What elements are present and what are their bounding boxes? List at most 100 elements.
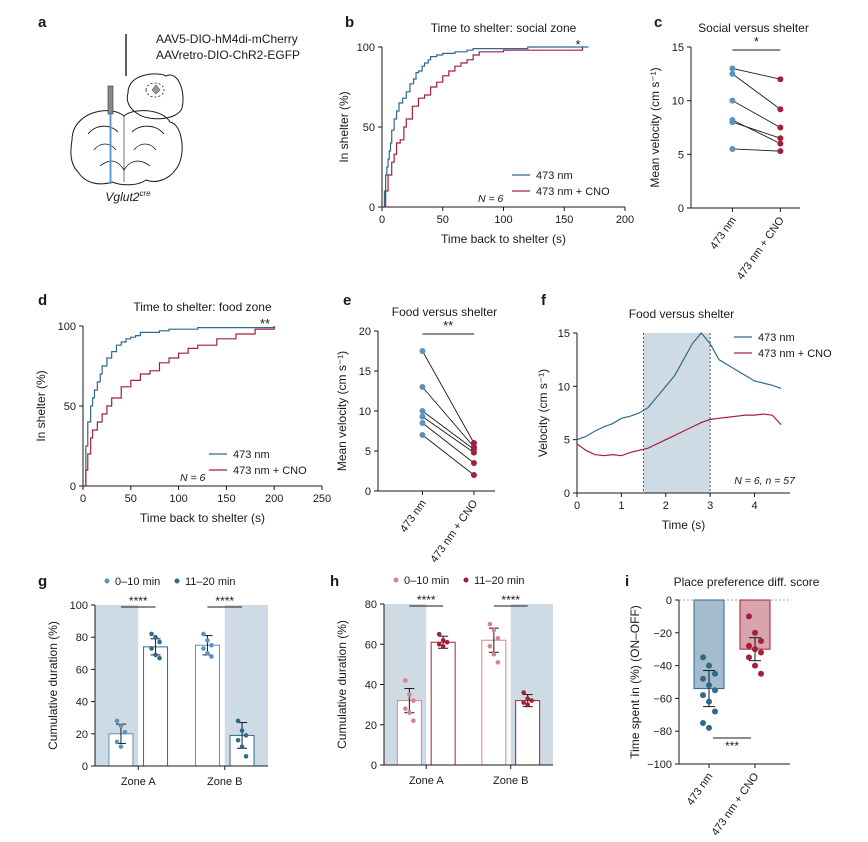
- data-point: [239, 744, 245, 749]
- legend-label: 473 nm: [758, 332, 795, 344]
- legend-label: 473 nm + CNO: [758, 348, 832, 360]
- x-tick-label: 250: [313, 493, 331, 505]
- data-point: [403, 678, 408, 683]
- legend-label: 473 nm + CNO: [536, 186, 610, 198]
- point-473nm: [419, 384, 426, 390]
- data-point: [525, 696, 530, 701]
- data-point: [243, 754, 249, 759]
- data-point: [712, 708, 718, 715]
- brain-outline: [70, 110, 183, 186]
- data-point: [712, 687, 718, 694]
- data-point: [746, 613, 752, 620]
- x-category-label: 473 nm: [685, 771, 716, 808]
- x-tick-label: 200: [265, 493, 283, 505]
- panel-letter-d: d: [38, 292, 47, 309]
- panel-g: g 0–10 min 11–20 min **** Zone A **** Zone B 0 2…: [38, 573, 268, 788]
- data-point: [149, 631, 154, 637]
- data-point: [758, 638, 764, 644]
- point-473nm: [729, 116, 736, 123]
- panel-letter-h: h: [330, 573, 339, 590]
- virus-label-1: AAV5-DIO-hM4di-mCherry: [156, 32, 298, 46]
- chart-title: Time to shelter: social zone: [431, 21, 577, 35]
- data-point: [205, 651, 210, 656]
- y-tick-label: −40: [653, 661, 672, 673]
- y-tick-label: 10: [558, 381, 570, 393]
- y-axis-label: Velocity (cm s⁻¹): [536, 369, 550, 457]
- pair-line: [422, 410, 475, 450]
- y-axis-label: Time spent in (%) (ON–OFF): [628, 605, 642, 759]
- data-point: [706, 682, 712, 689]
- y-tick-label: 10: [672, 96, 684, 108]
- y-tick-label: 80: [365, 599, 377, 611]
- y-axis-label: Mean velocity (cm s⁻¹): [648, 67, 662, 187]
- panel-letter-b: b: [345, 14, 354, 31]
- y-tick-label: −20: [653, 628, 672, 640]
- significance-marker: **: [443, 318, 453, 333]
- data-point: [700, 654, 706, 661]
- pair-line: [732, 68, 781, 80]
- point-cno: [470, 472, 477, 478]
- point-cno: [470, 460, 477, 466]
- x-tick-label: 100: [494, 214, 512, 226]
- y-tick-label: 0: [365, 486, 371, 498]
- y-tick-label: 100: [70, 600, 88, 612]
- point-473nm: [419, 408, 426, 414]
- data-point: [157, 655, 162, 661]
- inset-target: [151, 84, 161, 95]
- data-point: [525, 702, 530, 707]
- panel-d: d Time to shelter: food zone 0 50 100 150 200 2…: [34, 292, 331, 525]
- y-tick-label: 0: [666, 595, 672, 607]
- series-line-red: [382, 47, 584, 208]
- data-point: [243, 733, 249, 738]
- inset-brain-outline: [126, 73, 184, 120]
- data-point: [712, 670, 718, 677]
- y-tick-label: 0: [678, 203, 684, 215]
- y-tick-label: 50: [64, 401, 76, 413]
- point-cno: [777, 76, 784, 83]
- y-tick-label: 0: [564, 488, 570, 500]
- significance-marker: ***: [725, 739, 739, 753]
- significance-marker: ****: [129, 594, 148, 608]
- significance-marker: ****: [215, 594, 234, 608]
- y-tick-label: 100: [58, 321, 76, 333]
- data-point: [521, 690, 526, 695]
- chart-title: Social versus shelter: [698, 21, 809, 35]
- data-point: [706, 662, 712, 669]
- data-point: [495, 635, 501, 641]
- stim-window: [643, 333, 711, 493]
- y-tick-label: 20: [76, 729, 88, 741]
- y-tick-label: 15: [558, 328, 570, 340]
- point-cno: [777, 135, 784, 142]
- y-tick-label: 50: [363, 122, 375, 134]
- panel-f: f Food versus shelter 0 1 2 3 4 0 5 10 15 Time (s) V…: [536, 292, 832, 532]
- y-tick-label: 5: [564, 435, 570, 447]
- panel-letter-f: f: [541, 292, 547, 309]
- n-label: N = 6: [478, 193, 504, 205]
- y-axis-label: In shelter (%): [34, 370, 48, 441]
- data-point: [201, 646, 206, 651]
- pair-line: [422, 434, 475, 476]
- data-point: [491, 627, 497, 633]
- y-tick-label: 15: [359, 366, 371, 378]
- point-473nm: [419, 348, 426, 354]
- data-point: [407, 710, 412, 715]
- data-point: [209, 654, 214, 659]
- y-axis-label: In shelter (%): [337, 91, 351, 162]
- y-axis-label: Mean velocity (cm s⁻¹): [335, 351, 349, 471]
- chart-title: Time to shelter: food zone: [133, 300, 272, 314]
- significance-marker: ****: [501, 593, 520, 607]
- y-tick-label: 10: [359, 406, 371, 418]
- data-point: [201, 631, 206, 637]
- x-tick-label: 0: [574, 500, 580, 512]
- n-label: N = 6, n = 57: [734, 475, 796, 487]
- data-point: [153, 652, 158, 658]
- x-tick-label: 4: [751, 500, 757, 512]
- point-473nm: [729, 97, 736, 104]
- brain-corpus-callosum: [87, 125, 165, 135]
- data-point: [407, 692, 412, 697]
- x-tick-label: 3: [707, 500, 713, 512]
- optic-fiber-ferrule: [107, 85, 114, 115]
- x-tick-label: 50: [437, 214, 449, 226]
- legend-dot: [174, 578, 180, 584]
